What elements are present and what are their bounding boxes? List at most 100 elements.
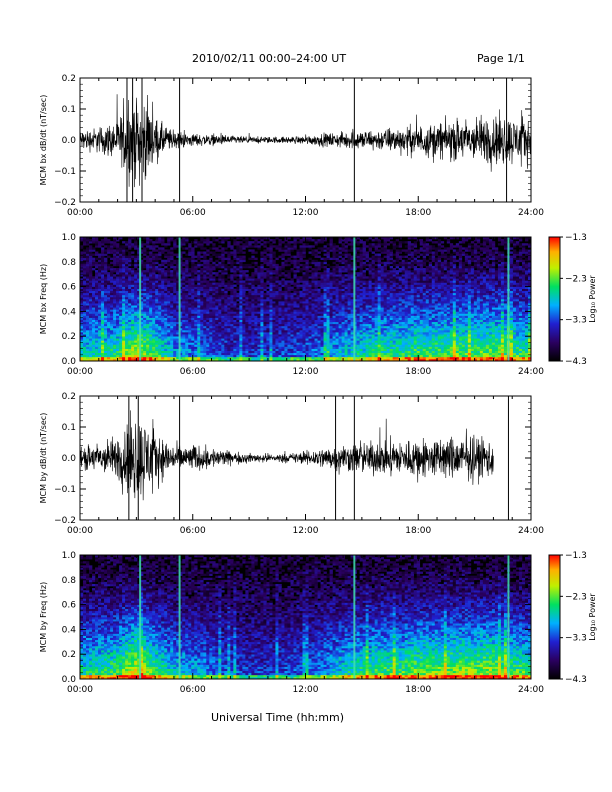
heatmap-cell	[326, 292, 330, 296]
heatmap-cell	[173, 332, 177, 335]
heatmap-cell	[215, 239, 219, 242]
heatmap-cell	[263, 327, 267, 331]
heatmap-cell	[86, 299, 90, 302]
heatmap-cell	[146, 241, 150, 244]
heatmap-cell	[269, 311, 273, 314]
heatmap-cell	[305, 325, 309, 329]
heatmap-cell	[296, 338, 300, 341]
heatmap-cell	[314, 336, 318, 339]
heatmap-cell	[113, 342, 117, 345]
heatmap-cell	[284, 290, 288, 294]
heatmap-cell	[290, 268, 294, 271]
heatmap-cell	[245, 332, 249, 335]
heatmap-cell	[227, 336, 231, 339]
heatmap-cell	[191, 257, 195, 261]
heatmap-cell	[131, 251, 135, 254]
heatmap-cell	[260, 325, 264, 329]
heatmap-cell	[104, 305, 108, 308]
heatmap-cell	[224, 354, 228, 358]
heatmap-cell	[125, 325, 129, 329]
heatmap-cell	[266, 294, 270, 298]
heatmap-cell	[311, 249, 315, 252]
heatmap-cell	[284, 336, 288, 339]
heatmap-cell	[170, 255, 174, 258]
heatmap-cell	[155, 257, 159, 261]
heatmap-cell	[83, 350, 87, 354]
heatmap-cell	[323, 276, 327, 279]
heatmap-cell	[179, 245, 183, 248]
heatmap-cell	[131, 282, 135, 285]
heatmap-cell	[329, 309, 333, 312]
heatmap-cell	[215, 272, 219, 275]
heatmap-cell	[239, 319, 243, 323]
heatmap-cell	[239, 268, 243, 271]
heatmap-cell	[200, 325, 204, 329]
heatmap-cell	[86, 336, 90, 339]
heatmap-cell	[89, 338, 93, 341]
heatmap-cell	[122, 278, 126, 281]
heatmap-cell	[341, 284, 345, 287]
heatmap-cell	[107, 249, 111, 252]
heatmap-cell	[128, 261, 132, 265]
heatmap-cell	[302, 292, 306, 296]
heatmap-cell	[257, 323, 261, 327]
heatmap-cell	[80, 354, 84, 358]
heatmap-cell	[89, 255, 93, 258]
heatmap-cell	[173, 270, 177, 273]
heatmap-cell	[299, 342, 303, 345]
heatmap-cell	[167, 282, 171, 285]
heatmap-cell	[92, 237, 96, 240]
heatmap-cell	[293, 313, 297, 316]
heatmap-cell	[128, 268, 132, 271]
heatmap-cell	[185, 301, 189, 304]
heatmap-cell	[206, 334, 210, 337]
heatmap-cell	[131, 301, 135, 304]
heatmap-cell	[269, 290, 273, 294]
heatmap-cell	[338, 309, 342, 312]
heatmap-cell	[350, 338, 354, 341]
heatmap-cell	[125, 245, 129, 248]
heatmap-cell	[89, 251, 93, 254]
heatmap-cell	[215, 344, 219, 347]
heatmap-cell	[185, 336, 189, 339]
heatmap-cell	[101, 263, 105, 267]
heatmap-cell	[164, 303, 168, 306]
heatmap-cell	[164, 296, 168, 300]
heatmap-cell	[101, 319, 105, 323]
heatmap-cell	[218, 294, 222, 298]
heatmap-cell	[131, 317, 135, 320]
heatmap-cell	[107, 321, 111, 325]
heatmap-cell	[158, 263, 162, 267]
heatmap-cell	[119, 348, 123, 351]
heatmap-cell	[173, 286, 177, 289]
heatmap-cell	[158, 344, 162, 347]
heatmap-cell	[338, 313, 342, 316]
heatmap-cell	[260, 268, 264, 271]
heatmap-cell	[89, 241, 93, 244]
heatmap-cell	[158, 305, 162, 308]
heatmap-cell	[347, 239, 351, 242]
heatmap-cell	[119, 358, 123, 362]
heatmap-cell	[227, 257, 231, 261]
heatmap-cell	[218, 346, 222, 349]
heatmap-cell	[254, 350, 258, 354]
heatmap-cell	[329, 356, 333, 360]
heatmap-cell	[143, 358, 147, 362]
heatmap-cell	[182, 263, 186, 267]
heatmap-cell	[314, 315, 318, 318]
heatmap-cell	[284, 296, 288, 300]
heatmap-cell	[95, 245, 99, 248]
heatmap-cell	[275, 292, 279, 296]
heatmap-cell	[263, 311, 267, 314]
heatmap-cell	[161, 296, 165, 300]
heatmap-cell	[260, 263, 264, 267]
heatmap-cell	[245, 286, 249, 289]
heatmap-cell	[347, 282, 351, 285]
heatmap-cell	[311, 346, 315, 349]
heatmap-cell	[272, 325, 276, 329]
heatmap-cell	[125, 280, 129, 283]
heatmap-cell	[212, 280, 216, 283]
heatmap-cell	[263, 261, 267, 265]
heatmap-cell	[179, 280, 183, 283]
heatmap-cell	[137, 346, 141, 349]
